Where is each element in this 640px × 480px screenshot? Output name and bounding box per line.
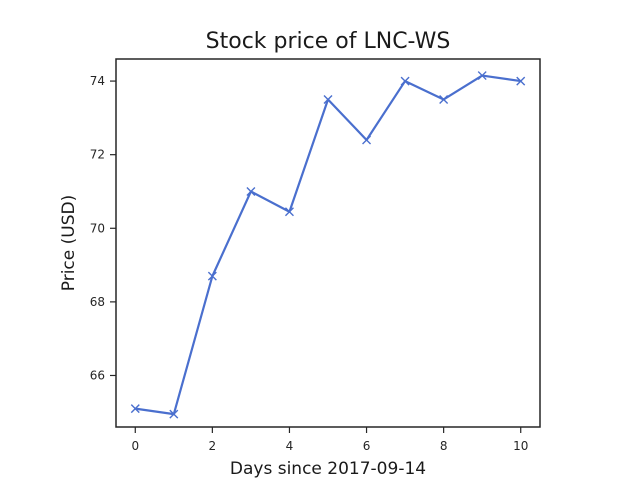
x-tick-label: 0 <box>131 439 139 453</box>
x-tick-label: 6 <box>363 439 371 453</box>
x-axis: 0 2 4 6 8 10 <box>131 427 528 453</box>
y-axis: 66 68 70 72 74 <box>90 74 116 382</box>
x-tick-label: 10 <box>513 439 528 453</box>
data-point-marker <box>246 186 256 196</box>
x-tick-label: 2 <box>209 439 217 453</box>
y-tick-label: 70 <box>90 221 105 235</box>
y-tick-label: 72 <box>90 148 105 162</box>
plot-frame <box>115 58 541 428</box>
y-tick-label: 66 <box>90 368 105 382</box>
series-layer <box>130 71 526 419</box>
y-axis-label: Price (USD) <box>59 195 79 291</box>
series-line <box>135 74 521 416</box>
data-point-marker <box>477 71 487 81</box>
data-point-marker <box>130 404 140 414</box>
data-point-marker <box>284 207 294 217</box>
x-axis-label: Days since 2017-09-14 <box>230 459 426 479</box>
x-tick-label: 4 <box>286 439 294 453</box>
data-point-marker <box>323 94 333 104</box>
data-point-marker <box>169 409 179 419</box>
data-point-marker <box>400 76 410 86</box>
y-tick-label: 68 <box>90 295 105 309</box>
data-point-marker <box>362 135 372 145</box>
x-tick-label: 8 <box>440 439 448 453</box>
data-point-marker <box>207 271 217 281</box>
y-tick-label: 74 <box>90 74 105 88</box>
chart-title: Stock price of LNC-WS <box>206 29 451 54</box>
data-point-marker <box>439 94 449 104</box>
data-point-marker <box>516 76 526 86</box>
